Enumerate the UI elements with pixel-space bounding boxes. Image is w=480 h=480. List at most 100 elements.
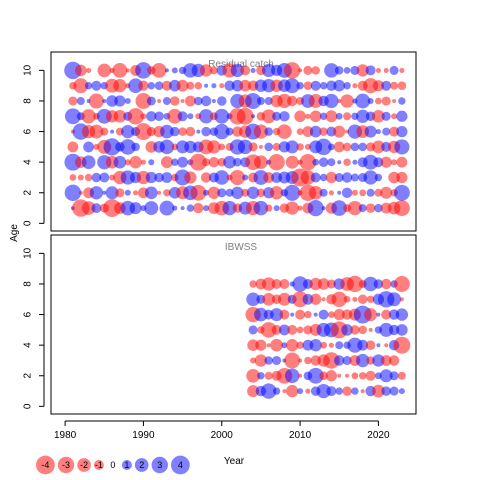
bubble bbox=[140, 113, 147, 120]
bubble bbox=[144, 186, 158, 200]
bubble bbox=[78, 190, 83, 195]
bubble bbox=[204, 83, 209, 88]
bubble bbox=[219, 83, 225, 89]
bubble bbox=[241, 188, 250, 197]
y-tick-label: 6 bbox=[23, 128, 34, 134]
bubble bbox=[250, 357, 257, 364]
bubble bbox=[161, 172, 173, 183]
bubble bbox=[321, 297, 326, 302]
bubble bbox=[351, 189, 358, 196]
bubble bbox=[211, 99, 216, 103]
bubble bbox=[333, 308, 345, 321]
bubble bbox=[297, 205, 303, 211]
bubble bbox=[91, 172, 102, 183]
bubble bbox=[327, 158, 336, 167]
bubble bbox=[133, 190, 139, 196]
bubble bbox=[379, 322, 394, 337]
bubble bbox=[387, 292, 402, 307]
y-tick-label: 10 bbox=[23, 64, 34, 76]
bubble bbox=[167, 108, 183, 124]
bubble bbox=[127, 108, 144, 125]
bubble bbox=[146, 111, 157, 122]
bubble bbox=[114, 95, 126, 107]
bubble bbox=[357, 294, 368, 305]
legend-bubble bbox=[36, 455, 55, 475]
bubble bbox=[347, 337, 363, 353]
bubble bbox=[341, 187, 353, 199]
bubble bbox=[334, 66, 344, 75]
bubble bbox=[383, 67, 389, 73]
bubble bbox=[331, 200, 348, 216]
bubble bbox=[355, 93, 371, 109]
bubble bbox=[294, 110, 306, 123]
bubble bbox=[217, 188, 227, 198]
bubble bbox=[323, 352, 340, 369]
bubble bbox=[190, 184, 207, 201]
bubble bbox=[257, 372, 265, 380]
bubble bbox=[249, 280, 257, 288]
bubble bbox=[277, 124, 292, 139]
bubble bbox=[110, 129, 115, 134]
bubble bbox=[240, 65, 251, 76]
bubble bbox=[233, 157, 242, 167]
bubble bbox=[308, 185, 323, 200]
bubble bbox=[264, 204, 273, 212]
bubble bbox=[64, 184, 82, 202]
bubble bbox=[196, 129, 201, 134]
bubble bbox=[217, 96, 227, 106]
y-tick-label: 0 bbox=[23, 403, 34, 409]
bubble bbox=[148, 159, 155, 166]
x-tick-label: 2020 bbox=[367, 430, 390, 441]
bubble bbox=[128, 78, 143, 93]
bubble bbox=[186, 204, 195, 212]
bubble bbox=[273, 205, 280, 212]
legend-label: 2 bbox=[139, 460, 144, 470]
bubble bbox=[358, 204, 367, 213]
bubble bbox=[279, 309, 290, 320]
bubble bbox=[176, 79, 189, 92]
bubble bbox=[256, 188, 266, 198]
bubble bbox=[284, 368, 300, 384]
bubble bbox=[303, 81, 313, 90]
legend-bubble bbox=[151, 456, 168, 474]
bubble bbox=[209, 66, 218, 75]
bubble bbox=[189, 153, 207, 171]
bubble bbox=[231, 186, 244, 199]
bubble bbox=[381, 386, 391, 396]
bubble bbox=[380, 278, 392, 290]
bubble bbox=[248, 325, 258, 335]
bubble bbox=[178, 127, 187, 136]
bubble bbox=[237, 139, 253, 155]
bubble bbox=[297, 388, 304, 395]
bubble bbox=[372, 140, 385, 154]
y-tick-label: 2 bbox=[23, 190, 34, 196]
bubble bbox=[99, 172, 110, 183]
bubble bbox=[319, 173, 328, 182]
bubble bbox=[310, 293, 322, 305]
bubble bbox=[375, 129, 381, 135]
bubble bbox=[281, 342, 288, 349]
bubble bbox=[113, 79, 127, 93]
bubble bbox=[380, 355, 392, 366]
bubble bbox=[365, 340, 376, 350]
bubble bbox=[264, 371, 273, 380]
bubble bbox=[396, 110, 408, 122]
bubble bbox=[125, 68, 130, 73]
panel-title-top: Residual catch bbox=[208, 59, 274, 70]
bubble bbox=[328, 143, 335, 151]
bubble bbox=[170, 126, 180, 137]
bubble bbox=[350, 325, 360, 335]
bubble bbox=[201, 126, 211, 137]
bubble bbox=[295, 309, 306, 320]
bubble bbox=[352, 159, 358, 165]
bubble bbox=[272, 111, 282, 121]
x-axis-title: Year bbox=[224, 456, 245, 467]
bubble bbox=[171, 67, 178, 74]
bubble bbox=[180, 206, 185, 211]
bubble bbox=[159, 139, 175, 155]
bubble bbox=[264, 142, 273, 152]
bubble bbox=[356, 353, 370, 368]
legend-label: -3 bbox=[62, 460, 70, 470]
bubble bbox=[147, 81, 156, 90]
